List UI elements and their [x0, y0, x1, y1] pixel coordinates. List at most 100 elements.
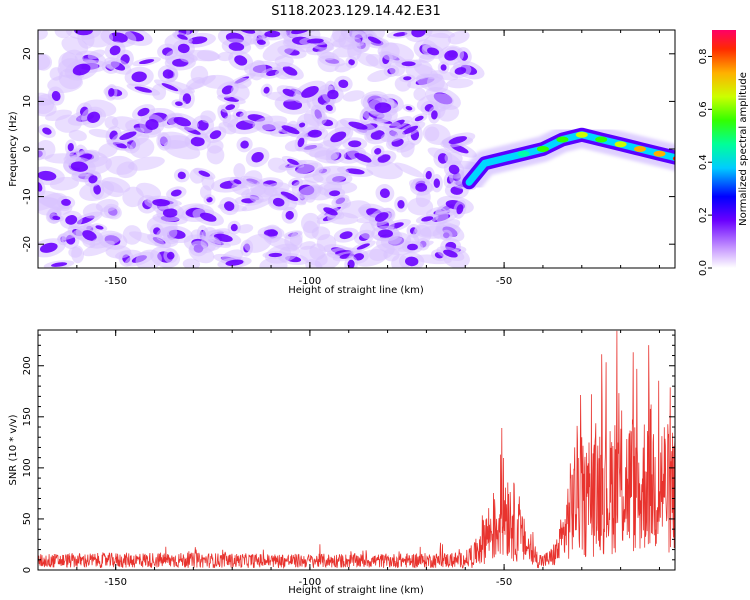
noise-blob-halo: [381, 42, 400, 61]
noise-blob-halo: [101, 177, 131, 193]
noise-blob-halo: [122, 186, 144, 208]
noise-blob-halo: [105, 59, 120, 69]
y-tick-label: 0: [22, 567, 33, 573]
noise-blob: [264, 30, 281, 38]
noise-blob: [67, 143, 74, 152]
colorbar-tick-label: 0.4: [698, 154, 709, 170]
noise-blob: [61, 198, 71, 206]
noise-blob: [329, 190, 341, 197]
noise-blob: [177, 43, 190, 54]
noise-blob: [175, 101, 183, 107]
noise-blob-halo: [303, 108, 328, 127]
noise-blob: [354, 152, 372, 163]
noise-blob-halo: [369, 243, 395, 261]
noise-blob: [401, 61, 416, 67]
noise-blob: [285, 210, 294, 220]
noise-blob: [82, 230, 97, 241]
noise-blob-halo: [182, 258, 201, 268]
noise-blob: [421, 216, 434, 222]
noise-blob: [402, 125, 419, 135]
snr-y-axis-label: SNR (10 * v/v): [8, 414, 19, 485]
noise-blob: [297, 137, 305, 148]
noise-blob: [405, 256, 419, 267]
noise-blob: [323, 207, 338, 216]
noise-blob-halo: [207, 139, 224, 154]
noise-blob: [139, 59, 155, 65]
noise-blob: [427, 47, 440, 56]
noise-blob: [88, 175, 98, 184]
noise-blob-halo: [416, 73, 449, 93]
noise-blob: [166, 251, 175, 260]
noise-blob: [348, 140, 362, 148]
noise-blob: [263, 86, 270, 94]
y-tick-label: -10: [22, 188, 33, 204]
noise-blob-halo: [129, 137, 155, 159]
noise-blob-halo: [200, 110, 216, 124]
noise-blob-halo: [356, 52, 379, 67]
y-tick-label: 50: [22, 513, 33, 526]
noise-blob: [137, 107, 150, 117]
noise-blob-halo: [135, 249, 162, 268]
noise-blob-halo: [289, 231, 303, 247]
noise-blob: [448, 164, 460, 175]
noise-blob: [448, 136, 468, 145]
noise-blob-halo: [243, 170, 263, 187]
noise-blob: [70, 161, 89, 172]
noise-blob: [378, 229, 393, 238]
colorbar-tick-label: 0.2: [698, 207, 709, 223]
noise-blob: [338, 79, 349, 89]
x-tick-label: -150: [104, 577, 127, 588]
noise-blob-halo: [71, 245, 85, 264]
noise-blob: [182, 93, 192, 104]
noise-blob-halo: [105, 245, 132, 259]
noise-blob: [108, 32, 128, 43]
noise-blob: [431, 110, 438, 120]
noise-blob: [307, 129, 322, 138]
noise-blob: [433, 178, 441, 188]
noise-blob-halo: [259, 257, 288, 268]
noise-blob: [415, 182, 428, 192]
snr-x-axis-label: Height of straight line (km): [288, 585, 424, 596]
noise-blob: [306, 38, 324, 44]
noise-blob: [345, 168, 365, 175]
y-tick-label: 0: [22, 146, 33, 152]
noise-blob-halo: [444, 151, 463, 165]
noise-blob: [444, 50, 458, 61]
noise-blob: [339, 231, 353, 240]
ridge-peak: [595, 136, 608, 143]
noise-blob: [348, 58, 355, 66]
noise-blob-halo: [434, 207, 449, 225]
noise-blob-halo: [54, 30, 72, 39]
noise-blob: [51, 262, 68, 267]
noise-blob-halo: [312, 165, 350, 184]
ridge-peak: [614, 141, 627, 148]
noise-blob: [301, 85, 319, 98]
x-tick-label: -100: [299, 276, 322, 287]
noise-blob: [230, 223, 238, 232]
noise-blob-halo: [128, 231, 166, 247]
ridge-peak: [556, 136, 569, 143]
noise-blob: [177, 171, 186, 180]
y-tick-label: 200: [22, 356, 33, 375]
noise-blob-halo: [38, 30, 48, 40]
noise-blob: [177, 34, 188, 41]
noise-blob-halo: [244, 233, 272, 253]
noise-blob: [188, 36, 208, 45]
noise-blob: [330, 131, 347, 143]
colorbar-tick-label: 0.8: [698, 48, 709, 64]
noise-blob: [407, 243, 418, 251]
x-tick-label: -50: [496, 276, 512, 287]
noise-blob: [93, 184, 101, 195]
noise-blob: [347, 259, 355, 268]
noise-blob: [240, 140, 249, 149]
noise-blob-halo: [376, 112, 393, 123]
noise-blob-halo: [61, 36, 89, 56]
x-tick-label: -100: [299, 577, 322, 588]
noise-blob: [225, 104, 236, 111]
noise-blob: [38, 170, 57, 181]
noise-blob: [272, 197, 285, 207]
chart-title: S118.2023.129.14.42.E31: [271, 4, 440, 19]
noise-blob-halo: [342, 90, 365, 102]
